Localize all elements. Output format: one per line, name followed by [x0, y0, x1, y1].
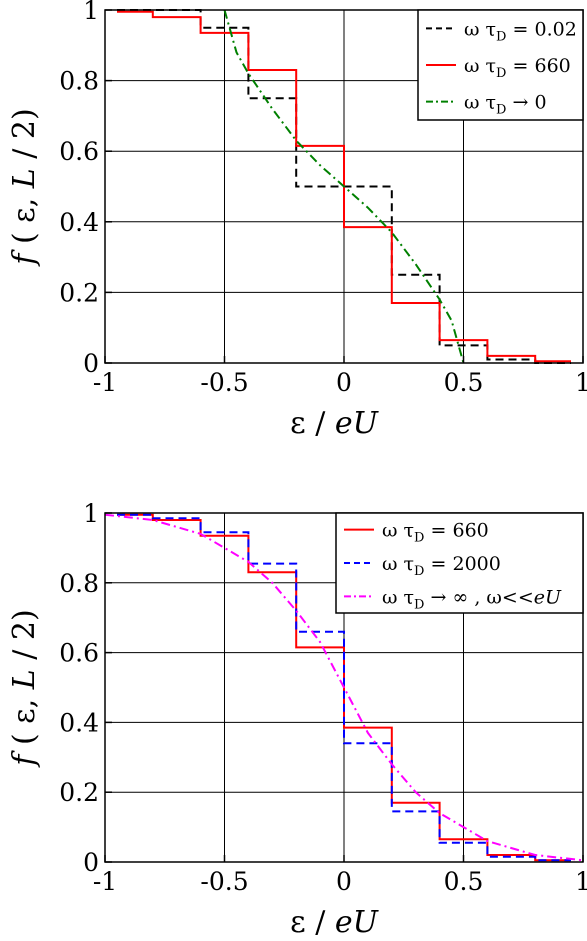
- legend-box: [335, 512, 584, 614]
- y-tick-label: 0.2: [59, 278, 99, 307]
- legend-label-3: ω τD → 0: [464, 92, 547, 118]
- legend-label-1: ω τD = 660: [382, 520, 489, 546]
- y-tick-label: 0.6: [59, 137, 99, 166]
- x-tick-label: 0.5: [444, 368, 484, 397]
- y-tick-label: 0.8: [59, 569, 99, 598]
- x-tick-label: -1: [93, 867, 117, 896]
- legend-label-2: ω τD = 660: [464, 55, 571, 81]
- x-tick-label: 0.5: [444, 867, 484, 896]
- y-axis-label: f ( ε, L / 2): [7, 108, 42, 266]
- y-axis-label: f ( ε, L / 2): [7, 609, 42, 767]
- y-tick-label: 1: [83, 499, 99, 528]
- y-tick-label: 0.4: [59, 208, 99, 237]
- legend-label-1: ω τD = 0.02: [464, 18, 577, 44]
- y-tick-label: 0.2: [59, 778, 99, 807]
- bottom-chart: -1 -0.5 0 0.5 1 0 0.2 0.4 0.6 0.8 1 ε / eU f ( ε, L …: [7, 499, 587, 940]
- legend-label-3: ω τD → ∞ , ω<<eU: [382, 586, 562, 612]
- series-line-3: [223, 9, 465, 364]
- series-line-3: [104, 513, 584, 862]
- legend: ω τD = 0.02 ω τD = 660 ω τD → 0: [417, 9, 584, 121]
- x-tick-label: 0: [336, 867, 352, 896]
- x-axis-label: ε / eU: [290, 905, 379, 940]
- y-tick-label: 0: [83, 349, 99, 378]
- x-tick-label: 1: [575, 368, 587, 397]
- x-tick-label: -0.5: [200, 867, 248, 896]
- x-tick-label: 0: [336, 368, 352, 397]
- x-axis-label: ε / eU: [290, 406, 379, 441]
- legend: ω τD = 660 ω τD = 2000 ω τD → ∞ , ω<<eU: [335, 512, 584, 614]
- y-tick-label: 0.8: [59, 67, 99, 96]
- y-tick-label: 0.4: [59, 708, 99, 737]
- y-tick-label: 1: [83, 0, 99, 25]
- y-tick-label: 0: [83, 848, 99, 877]
- legend-label-2: ω τD = 2000: [382, 553, 501, 579]
- y-tick-label: 0.6: [59, 639, 99, 668]
- top-chart: -1 -0.5 0 0.5 1 0 0.2 0.4 0.6 0.8 1 ε / eU f ( ε, L …: [7, 0, 587, 441]
- x-tick-label: -1: [93, 368, 117, 397]
- x-tick-label: -0.5: [200, 368, 248, 397]
- x-tick-label: 1: [575, 867, 587, 896]
